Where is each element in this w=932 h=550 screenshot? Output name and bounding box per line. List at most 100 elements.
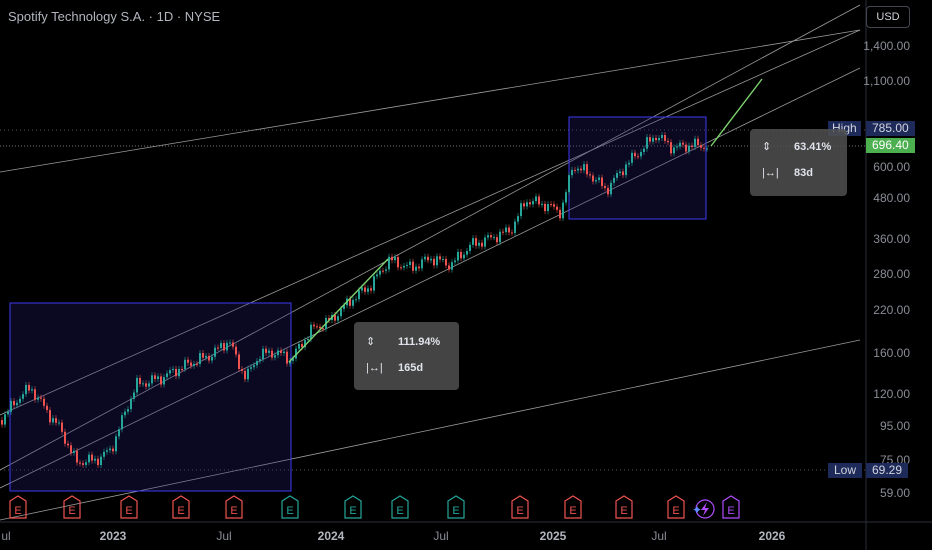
earnings-marker[interactable]: E <box>615 495 633 519</box>
candle-body <box>676 146 678 148</box>
candle-body <box>70 445 72 453</box>
candle-body <box>601 177 603 187</box>
earnings-marker[interactable]: E <box>172 495 190 519</box>
candle-body <box>79 462 81 464</box>
candle-body <box>130 398 132 410</box>
candle-body <box>4 414 6 425</box>
candle-body <box>199 353 201 365</box>
earnings-marker-letter: E <box>727 505 734 517</box>
candle-body <box>286 351 288 364</box>
time-label: 2024 <box>318 529 345 543</box>
candle-body <box>523 203 525 207</box>
candle-body <box>673 147 675 154</box>
lightning-icon[interactable] <box>695 499 715 519</box>
earnings-marker-letter: E <box>569 505 576 517</box>
candle-body <box>76 450 78 463</box>
earnings-marker[interactable]: E <box>120 495 138 519</box>
earnings-marker[interactable]: E <box>511 495 529 519</box>
candle-body <box>34 389 36 400</box>
high-value-tag: 785.00 <box>866 121 915 136</box>
earnings-marker[interactable]: E <box>225 495 243 519</box>
candle-body <box>301 343 303 348</box>
candle-body <box>175 368 177 377</box>
time-label: Jul <box>433 529 448 543</box>
candle-body <box>574 169 576 171</box>
candle-body <box>181 369 183 371</box>
candle-body <box>655 137 657 141</box>
time-label: ul <box>1 529 10 543</box>
candle-body <box>142 383 144 385</box>
candle-body <box>265 348 267 353</box>
candle-body <box>586 164 588 175</box>
earnings-marker[interactable]: E <box>281 495 299 519</box>
measure-duration: 83d <box>794 167 813 179</box>
candle-body <box>190 362 192 366</box>
time-axis: ul 2023 Jul 2024 Jul 2025 Jul 2026 <box>1 529 785 543</box>
candle-body <box>577 168 579 171</box>
earnings-marker[interactable]: E <box>344 495 362 519</box>
currency-button[interactable]: USD <box>866 6 910 28</box>
candle-body <box>445 258 447 266</box>
candle-body <box>43 398 45 406</box>
candle-body <box>481 242 483 247</box>
candle-body <box>52 418 54 423</box>
candle-body <box>307 339 309 341</box>
candle-body <box>223 343 225 351</box>
measure-box-2[interactable]: ⇕ 63.41% |↔| 83d <box>750 129 847 196</box>
candlesticks <box>1 131 708 469</box>
symbol-title: Spotify Technology S.A. · 1D · NYSE <box>8 9 221 24</box>
earnings-marker-letter: E <box>230 505 237 517</box>
candle-body <box>553 204 555 207</box>
candle-body <box>568 175 570 193</box>
candle-body <box>85 462 87 465</box>
candle-body <box>469 244 471 251</box>
candle-body <box>25 384 27 395</box>
candle-body <box>163 377 165 385</box>
candle-body <box>697 138 699 146</box>
height-arrows-icon: ⇕ <box>762 141 772 153</box>
candle-body <box>625 164 627 176</box>
range-rectangle-1 <box>9 302 292 492</box>
candle-body <box>28 384 30 391</box>
price-label: 360.00 <box>873 232 910 246</box>
earnings-marker[interactable]: E <box>564 495 582 519</box>
candle-body <box>358 290 360 300</box>
candle-body <box>592 175 594 182</box>
candle-body <box>58 422 60 424</box>
candle-body <box>313 324 315 327</box>
candle-body <box>277 350 279 356</box>
candle-body <box>502 231 504 233</box>
earnings-marker-letter: E <box>396 505 403 517</box>
candle-body <box>178 369 180 377</box>
earnings-marker-letter: E <box>68 505 75 517</box>
candle-body <box>685 144 687 152</box>
candle-body <box>556 206 558 210</box>
candle-body <box>73 450 75 453</box>
time-label: 2025 <box>540 529 567 543</box>
time-label: 2026 <box>759 529 786 543</box>
candle-body <box>154 375 156 380</box>
candle-body <box>475 238 477 246</box>
earnings-marker[interactable]: E <box>63 495 81 519</box>
earnings-marker[interactable]: E <box>447 495 465 519</box>
candle-body <box>535 196 537 202</box>
candle-body <box>157 376 159 380</box>
candle-body <box>340 308 342 317</box>
candle-body <box>646 137 648 149</box>
candle-body <box>256 361 258 366</box>
earnings-marker[interactable]: E <box>722 495 740 519</box>
width-arrows-icon: |↔| <box>762 167 779 179</box>
candle-body <box>268 350 270 353</box>
earnings-marker[interactable]: E <box>667 495 685 519</box>
earnings-marker[interactable]: E <box>9 495 27 519</box>
candle-body <box>619 171 621 174</box>
candle-body <box>433 258 435 266</box>
measure-box-1[interactable]: ⇕ 111.94% |↔| 165d <box>354 322 459 390</box>
candle-body <box>19 398 21 403</box>
candle-body <box>493 237 495 239</box>
earnings-marker[interactable]: E <box>391 495 409 519</box>
candle-body <box>544 203 546 212</box>
candle-body <box>622 171 624 176</box>
candle-body <box>193 363 195 366</box>
